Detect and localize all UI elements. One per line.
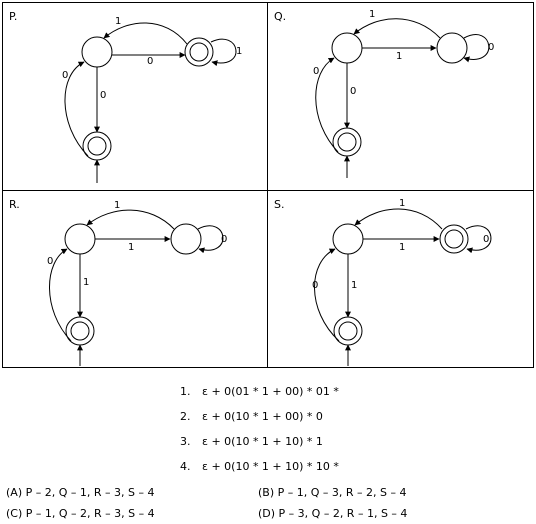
label-top: 1: [115, 16, 121, 27]
label-horizontal: 0: [147, 56, 153, 67]
edge-self-loop: [463, 34, 490, 63]
state-start: [331, 32, 363, 64]
label-self-loop: 0: [221, 234, 227, 245]
expression-number: 2.: [180, 410, 191, 423]
label-top: 1: [114, 200, 120, 211]
label-horizontal: 1: [399, 242, 405, 253]
panel-q: [315, 18, 490, 178]
option-c[interactable]: (C) P – 1, Q – 2, R – 3, S – 4: [6, 507, 155, 520]
panel-s: [314, 208, 492, 366]
option-b[interactable]: (B) P – 1, Q – 3, R – 2, S – 4: [258, 486, 407, 499]
expression-number: 1.: [180, 385, 191, 398]
state-start: [81, 36, 113, 68]
expression-1: 1. ε + 0(01 * 1 + 00) * 01 *: [180, 385, 339, 398]
expression-text: ε + 0(10 * 1 + 10) * 1: [202, 435, 323, 448]
label-horizontal: 1: [396, 51, 402, 62]
panel-p: [64, 22, 237, 183]
label-vertical: 0: [100, 90, 106, 101]
grid-lines: [2, 2, 534, 368]
panel-q-title: Q.: [274, 10, 287, 23]
expression-text: ε + 0(10 * 1 + 10) * 10 *: [202, 460, 339, 473]
label-left: 0: [62, 70, 68, 81]
label-left: 0: [313, 66, 319, 77]
panel-q-labels: 1 1 0 0 0: [313, 9, 494, 97]
edge-self-loop: [210, 38, 237, 67]
edge-left: [49, 248, 72, 342]
expression-text: ε + 0(01 * 1 + 00) * 01 *: [202, 385, 339, 398]
label-left: 0: [47, 256, 53, 267]
automata-grid: 1 0 1 0 0 1 1 0 0 0 1 1: [2, 2, 534, 368]
expression-number: 4.: [180, 460, 191, 473]
panel-s-title: S.: [274, 198, 285, 211]
state-start: [64, 223, 96, 255]
panel-r: [49, 209, 224, 366]
label-horizontal: 1: [128, 242, 134, 253]
edge-self-loop: [197, 225, 224, 254]
edge-left: [315, 57, 339, 153]
edge-top: [103, 22, 188, 45]
panel-s-labels: 1 1 0 1 0: [312, 198, 489, 291]
label-self-loop: 0: [488, 42, 494, 53]
expression-number: 3.: [180, 435, 191, 448]
label-self-loop: 1: [236, 46, 242, 57]
state-start: [332, 223, 364, 255]
expression-text: ε + 0(10 * 1 + 00) * 0: [202, 410, 323, 423]
edge-left: [314, 248, 340, 342]
expression-4: 4. ε + 0(10 * 1 + 10) * 10 *: [180, 460, 339, 473]
state-accept-right: [439, 224, 469, 254]
expression-3: 3. ε + 0(10 * 1 + 10) * 1: [180, 435, 323, 448]
option-a[interactable]: (A) P – 2, Q – 1, R – 3, S – 4: [6, 486, 155, 499]
label-vertical: 1: [83, 277, 89, 288]
edge-self-loop: [465, 225, 492, 254]
edge-left: [64, 61, 89, 157]
panel-p-title: P.: [9, 10, 18, 23]
label-vertical: 1: [351, 280, 357, 291]
expression-2: 2. ε + 0(10 * 1 + 00) * 0: [180, 410, 323, 423]
edge-top: [353, 18, 441, 39]
panel-p-labels: 1 0 1 0 0: [62, 16, 242, 101]
label-left: 0: [312, 280, 318, 291]
label-top: 1: [399, 198, 405, 209]
panel-r-labels: 1 1 0 1 0: [47, 200, 227, 288]
label-top: 1: [369, 9, 375, 20]
edge-top: [354, 208, 443, 230]
state-right: [170, 223, 202, 255]
option-d[interactable]: (D) P – 3, Q – 2, R – 1, S – 4: [258, 507, 408, 520]
label-vertical: 0: [350, 86, 356, 97]
state-accept-right: [184, 37, 214, 67]
panel-r-title: R.: [9, 198, 20, 211]
state-right: [436, 32, 468, 64]
label-self-loop: 0: [483, 234, 489, 245]
edge-top: [86, 209, 175, 230]
